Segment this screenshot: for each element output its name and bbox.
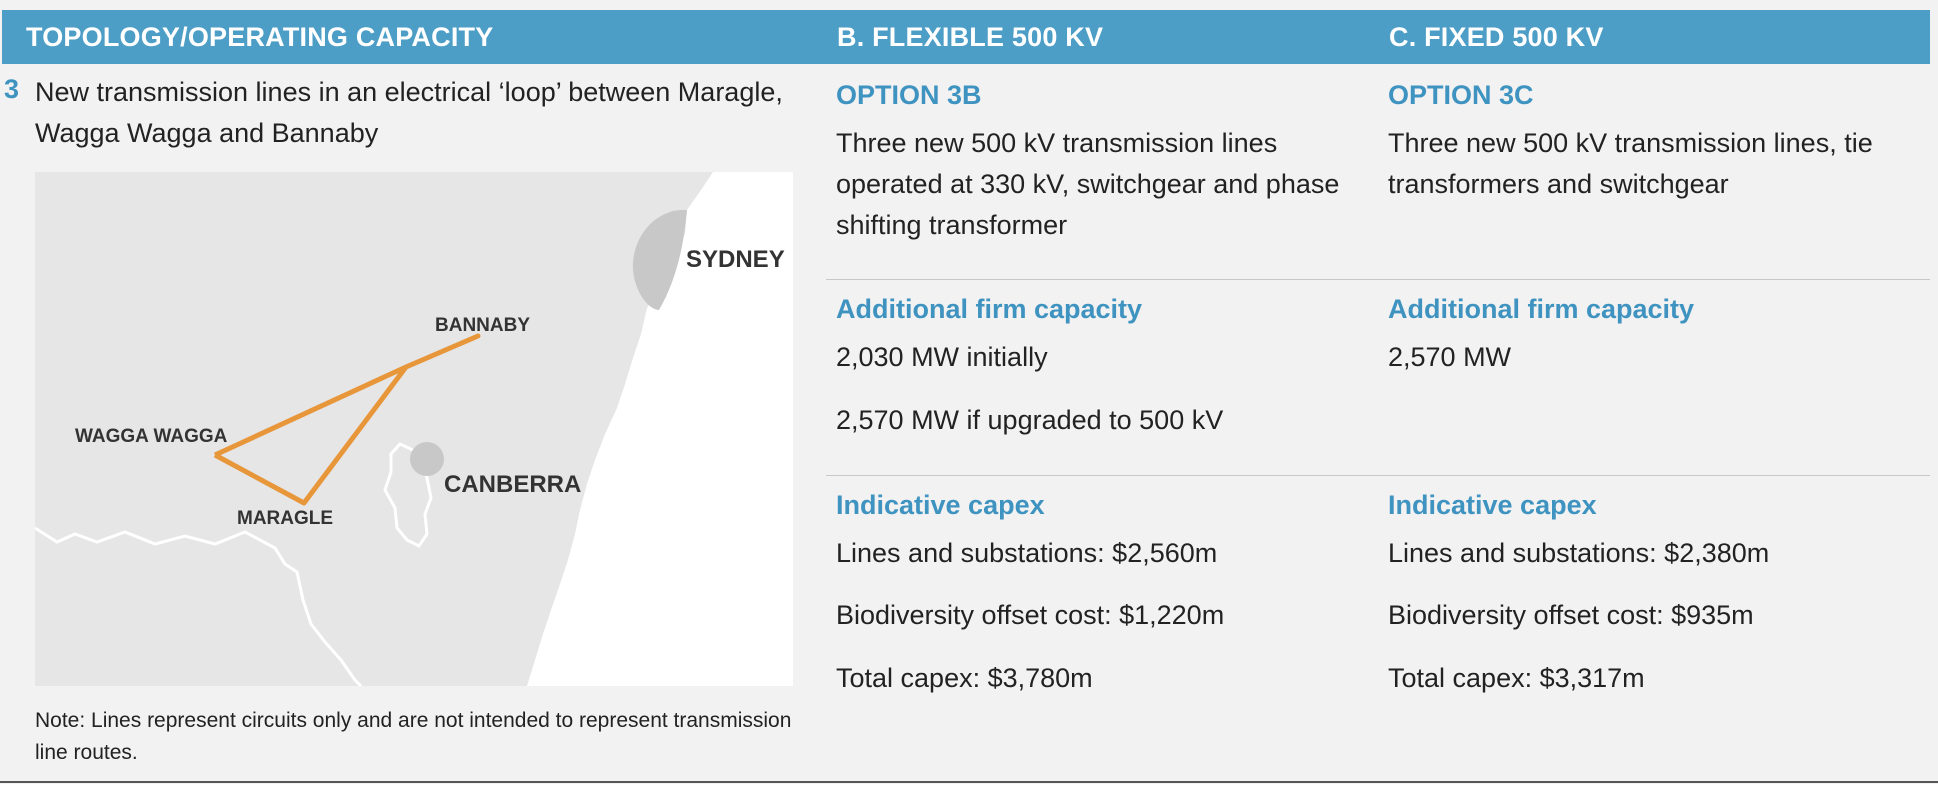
option-3b-capacity-initial: 2,030 MW initially: [836, 342, 1048, 372]
option-3b-capex-total: Total capex: $3,780m: [836, 663, 1093, 693]
option-3c-capex-title: Indicative capex: [1388, 490, 1597, 520]
option-3b-description: Three new 500 kV transmission lines oper…: [836, 128, 1340, 240]
option-3b-title: OPTION 3B: [836, 80, 982, 110]
option-3b-capacity-upgraded: 2,570 MW if upgraded to 500 kV: [836, 405, 1224, 435]
topology-map: SYDNEY BANNABY WAGGA WAGGA CANBERRA MARA…: [35, 172, 793, 686]
option-3c-capacity: 2,570 MW: [1388, 342, 1512, 372]
canberra-area: [410, 442, 444, 476]
option-3b-capacity-title: Additional firm capacity: [836, 294, 1143, 324]
label-sydney: SYDNEY: [686, 246, 785, 273]
map-note: Note: Lines represent circuits only and …: [35, 709, 792, 764]
option-3c-capex-total: Total capex: $3,317m: [1388, 663, 1645, 693]
option-3c-capex-lines: Lines and substations: $2,380m: [1388, 538, 1770, 568]
header-flexible-500kv: B. FLEXIBLE 500 KV: [837, 22, 1104, 52]
divider-capacity: [826, 279, 1930, 280]
topology-description: New transmission lines in an electrical …: [35, 77, 783, 148]
sydney-area: [632, 209, 687, 310]
divider-capex: [826, 475, 1930, 476]
option-3b-capex-lines: Lines and substations: $2,560m: [836, 538, 1218, 568]
header-fixed-500kv: C. FIXED 500 KV: [1389, 22, 1604, 52]
label-maragle: MARAGLE: [237, 508, 333, 529]
option-number: 3: [4, 74, 20, 104]
table-header: TOPOLOGY/OPERATING CAPACITY B. FLEXIBLE …: [2, 10, 1930, 64]
label-wagga-wagga: WAGGA WAGGA: [75, 426, 228, 447]
option-3b-capex-title: Indicative capex: [836, 490, 1045, 520]
bottom-rule: [0, 781, 1938, 783]
label-canberra: CANBERRA: [444, 471, 581, 498]
option-3b-capex-biodiversity: Biodiversity offset cost: $1,220m: [836, 600, 1225, 630]
option-3c-description: Three new 500 kV transmission lines, tie…: [1388, 128, 1873, 199]
transmission-loop: [213, 333, 481, 506]
option-3c-capacity-title: Additional firm capacity: [1388, 294, 1695, 324]
state-border: [35, 526, 363, 686]
label-bannaby: BANNABY: [435, 315, 530, 336]
map-graphic: SYDNEY BANNABY WAGGA WAGGA CANBERRA MARA…: [35, 172, 785, 686]
option-3c-capex-biodiversity: Biodiversity offset cost: $935m: [1388, 600, 1754, 630]
land-area: [35, 172, 713, 686]
header-topology: TOPOLOGY/OPERATING CAPACITY: [26, 22, 494, 52]
option-3c-title: OPTION 3C: [1388, 80, 1534, 110]
